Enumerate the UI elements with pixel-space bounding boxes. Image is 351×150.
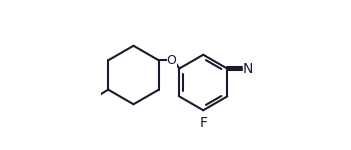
Text: N: N — [243, 62, 253, 76]
Text: F: F — [199, 116, 207, 130]
Text: O: O — [167, 54, 177, 67]
